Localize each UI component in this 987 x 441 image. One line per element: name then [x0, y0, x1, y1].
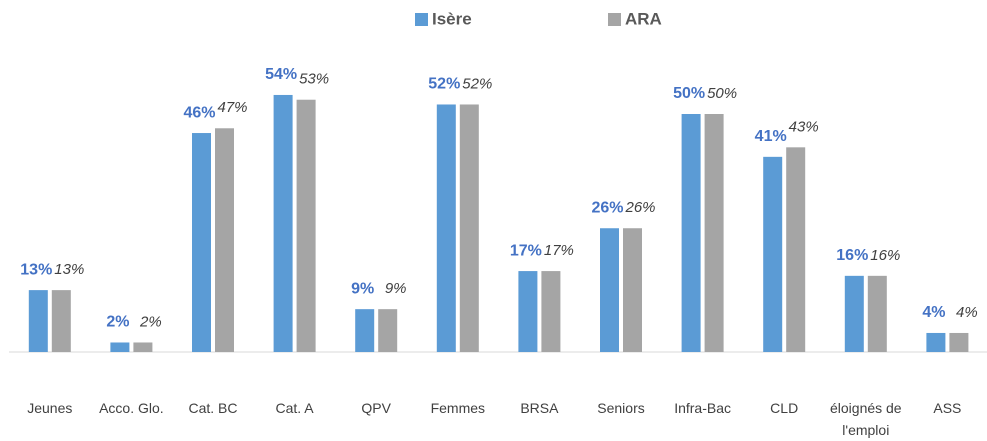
bar — [273, 94, 293, 353]
data-label: 2% — [139, 313, 162, 330]
data-label: 13% — [54, 261, 84, 278]
bar — [110, 342, 130, 352]
data-label: 43% — [789, 118, 819, 135]
data-label: 52% — [462, 75, 492, 92]
bar — [192, 133, 211, 352]
bar — [541, 271, 561, 352]
bar — [623, 228, 642, 352]
data-label: 54% — [265, 66, 297, 83]
legend-swatch — [608, 13, 621, 26]
bar — [296, 99, 316, 352]
x-tick-label: ASS — [933, 400, 962, 416]
bar — [215, 128, 234, 352]
bar — [844, 275, 864, 352]
bar — [436, 104, 456, 352]
bar — [867, 275, 887, 352]
bar — [763, 156, 783, 352]
bar — [51, 290, 71, 352]
data-label: 16% — [870, 247, 900, 264]
bar — [704, 114, 724, 352]
data-label: 16% — [836, 247, 868, 264]
bar — [378, 309, 398, 352]
x-tick-label: Femmes — [430, 400, 486, 416]
bar — [949, 332, 969, 352]
data-label: 50% — [673, 85, 705, 102]
data-label: 52% — [428, 76, 460, 93]
data-label: 50% — [707, 85, 737, 102]
bar — [926, 332, 946, 352]
bar — [133, 342, 153, 352]
data-label: 26% — [624, 199, 655, 216]
bar — [786, 147, 806, 352]
x-tick-label: QPV — [361, 400, 391, 416]
x-tick-label: Seniors — [597, 400, 645, 416]
bar — [459, 104, 479, 352]
x-tick-label: Jeunes — [27, 400, 73, 416]
data-label: 13% — [20, 261, 52, 278]
x-tick-label: Acco. Glo. — [99, 400, 164, 416]
data-label: 9% — [351, 280, 374, 297]
data-label: 2% — [106, 314, 129, 331]
bar — [355, 309, 375, 352]
bar — [600, 228, 619, 352]
x-tick-label: éloignés de l'emploi — [829, 400, 902, 438]
legend-label: Isère — [432, 9, 472, 28]
data-label: 53% — [299, 71, 329, 88]
x-tick-label: Cat. BC — [188, 400, 238, 416]
bar — [681, 114, 701, 352]
legend-swatch — [415, 13, 428, 26]
data-label: 47% — [217, 99, 247, 116]
x-tick-label: Cat. A — [275, 400, 314, 416]
data-label: 4% — [956, 304, 978, 321]
x-tick-label: CLD — [770, 400, 799, 416]
bar — [28, 290, 48, 352]
x-tick-label: Infra-Bac — [674, 400, 731, 416]
bar — [518, 271, 538, 352]
x-tick-label: BRSA — [520, 400, 559, 416]
data-label: 41% — [755, 128, 787, 145]
data-label: 4% — [922, 304, 945, 321]
data-label: 17% — [510, 242, 542, 259]
data-label: 26% — [591, 199, 623, 216]
data-label: 46% — [183, 104, 215, 121]
data-label: 17% — [544, 242, 574, 259]
data-label: 9% — [385, 280, 407, 297]
legend-label: ARA — [625, 9, 662, 28]
